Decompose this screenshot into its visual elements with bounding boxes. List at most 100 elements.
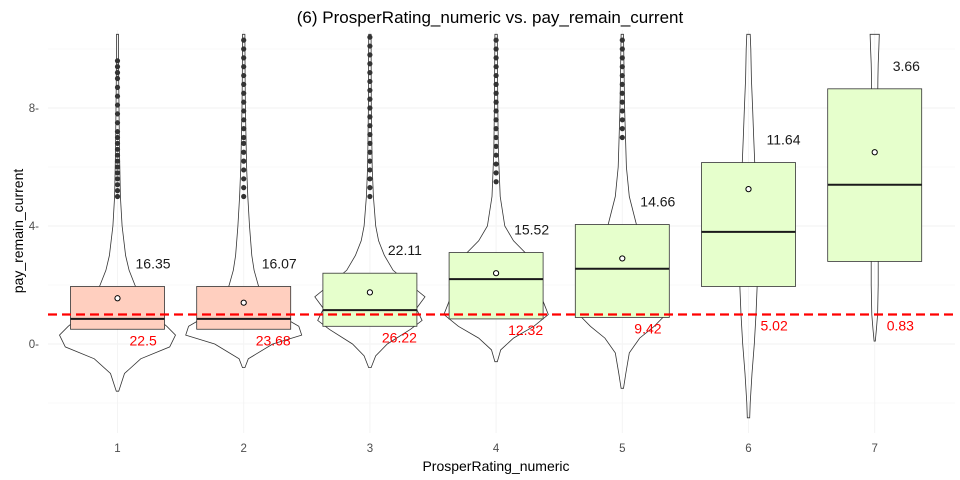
outlier-point xyxy=(619,134,625,141)
outlier-point xyxy=(114,70,121,76)
outlier-point xyxy=(367,140,373,146)
mean-point-1 xyxy=(114,295,121,302)
outlier-point xyxy=(493,46,499,52)
outlier-point xyxy=(493,108,499,114)
outlier-point xyxy=(114,134,121,141)
bottom-value-label-2: 23.68 xyxy=(256,332,291,348)
box-4 xyxy=(448,252,544,320)
top-value-label-1: 16.35 xyxy=(136,255,171,271)
outlier-point xyxy=(114,164,121,170)
outlier-point xyxy=(114,193,121,200)
outlier-point xyxy=(619,55,625,61)
outlier-point xyxy=(367,149,373,155)
outlier-point xyxy=(114,102,121,108)
mean-point-2 xyxy=(240,299,247,306)
violin-5 xyxy=(578,33,667,389)
bottom-value-label-5: 9.42 xyxy=(634,320,661,336)
bottom-value-label-3: 26.22 xyxy=(382,329,417,345)
x-tick-label: 5 xyxy=(619,443,625,455)
box-5 xyxy=(574,224,670,318)
outlier-point xyxy=(114,188,121,194)
outlier-point xyxy=(114,111,121,117)
outlier-point xyxy=(493,161,499,167)
box-7 xyxy=(827,88,923,262)
outlier-point xyxy=(493,90,499,96)
box-layer xyxy=(70,88,923,330)
outlier-point xyxy=(114,64,121,70)
mean-point-3 xyxy=(366,289,373,296)
x-tick-label: 3 xyxy=(367,443,373,455)
outlier-point xyxy=(114,176,121,182)
bottom-value-label-6: 5.02 xyxy=(761,318,788,334)
top-value-label-5: 14.66 xyxy=(640,194,675,210)
outlier-point xyxy=(114,84,121,90)
outlier-point xyxy=(367,61,373,67)
outlier-point xyxy=(114,75,121,82)
grid-layer xyxy=(48,30,955,433)
outlier-point xyxy=(241,55,247,61)
box-3 xyxy=(322,272,418,327)
x-tick-label: 7 xyxy=(871,443,877,455)
outlier-point xyxy=(114,93,121,99)
outlier-point xyxy=(367,185,373,191)
bottom-value-label-1: 22.5 xyxy=(130,332,157,348)
violin-4 xyxy=(443,33,549,363)
outlier-point xyxy=(241,108,247,114)
x-tick-label: 4 xyxy=(493,443,500,455)
outlier-point xyxy=(619,126,625,132)
outlier-point xyxy=(367,34,373,40)
outlier-point xyxy=(241,140,247,146)
outlier-point xyxy=(241,72,247,79)
outlier-point xyxy=(367,87,373,93)
outlier-point xyxy=(367,52,373,58)
outlier-point xyxy=(114,152,121,158)
outlier-point xyxy=(367,105,373,111)
outlier-point xyxy=(367,123,373,129)
x-tick-label: 2 xyxy=(240,443,246,455)
outlier-point xyxy=(619,46,625,52)
outlier-layer xyxy=(114,34,625,200)
box-1 xyxy=(70,286,165,330)
outlier-point xyxy=(241,167,247,173)
outlier-point xyxy=(114,170,121,176)
outlier-point xyxy=(493,117,499,123)
y-axis-title: pay_remain_current xyxy=(10,169,26,294)
outlier-point xyxy=(493,72,499,79)
y-tick-label: 8- xyxy=(29,103,39,115)
outlier-point xyxy=(241,193,247,200)
x-axis-title: ProsperRating_numeric xyxy=(422,458,569,474)
outlier-point xyxy=(114,120,121,126)
outlier-point xyxy=(619,72,625,79)
outlier-point xyxy=(619,117,625,123)
outlier-point xyxy=(241,176,247,182)
mean-point-6 xyxy=(745,186,752,193)
outlier-point xyxy=(241,185,247,191)
outlier-point xyxy=(493,134,499,141)
outlier-point xyxy=(493,55,499,61)
outlier-point xyxy=(114,140,121,146)
outlier-point xyxy=(367,78,373,85)
outlier-point xyxy=(493,99,499,105)
outlier-point xyxy=(241,158,247,164)
outlier-point xyxy=(493,152,499,158)
outlier-point xyxy=(619,81,625,87)
outlier-point xyxy=(619,108,625,114)
outlier-point xyxy=(493,126,499,132)
box-2 xyxy=(196,286,292,330)
y-tick-label: 4- xyxy=(29,221,39,233)
mean-point-7 xyxy=(871,149,878,156)
outlier-point xyxy=(493,37,499,43)
bottom-value-label-7: 0.83 xyxy=(887,318,914,334)
outlier-point xyxy=(241,37,247,43)
outlier-point xyxy=(367,176,373,182)
outlier-point xyxy=(619,99,625,105)
outlier-point xyxy=(114,158,121,164)
outlier-point xyxy=(114,146,121,152)
outlier-point xyxy=(367,96,373,102)
outlier-point xyxy=(367,193,373,200)
outlier-point xyxy=(367,167,373,173)
y-tick-label: 0- xyxy=(29,339,39,351)
outlier-point xyxy=(367,158,373,164)
outlier-point xyxy=(241,64,247,70)
